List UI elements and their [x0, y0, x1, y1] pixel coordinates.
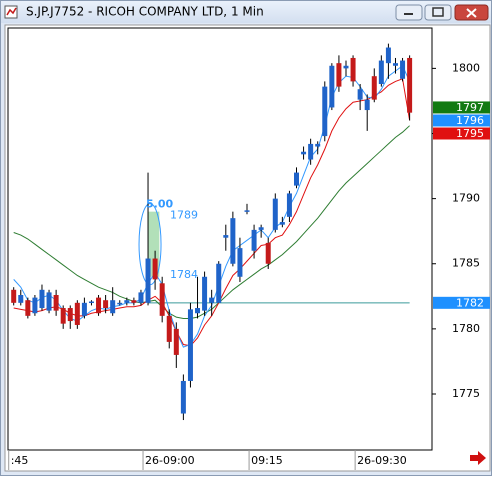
candle-body — [195, 308, 201, 314]
close-button[interactable] — [454, 4, 489, 21]
candle-body — [18, 295, 24, 303]
candle-body — [46, 292, 52, 311]
candle-body — [357, 89, 363, 100]
candle-body — [385, 47, 391, 64]
candle-body — [180, 380, 186, 414]
candle-body — [60, 308, 66, 324]
price-badge-label: 1796 — [456, 114, 484, 127]
candle-body — [265, 242, 271, 264]
minimize-button[interactable] — [395, 4, 423, 21]
candle-body — [378, 60, 384, 85]
candle-body — [223, 235, 229, 238]
candle-body — [96, 297, 102, 314]
measure-value: 5.00 — [146, 198, 173, 211]
x-tick-label: :45 — [11, 454, 29, 467]
candle-body — [336, 63, 342, 87]
price-badge — [433, 114, 490, 127]
candle-body — [166, 315, 172, 342]
maximize-button[interactable] — [424, 4, 452, 21]
candle-body — [152, 258, 158, 280]
candle-body — [117, 302, 123, 305]
measure-low-label: 1784 — [170, 268, 198, 281]
candle-body — [173, 328, 179, 355]
candle-body — [138, 292, 144, 303]
candle-body — [272, 198, 278, 230]
candle-body — [294, 172, 299, 186]
candle-body — [329, 65, 335, 108]
price-badge — [433, 296, 490, 309]
candle-body — [131, 300, 137, 303]
candle-body — [74, 302, 80, 325]
candle-body — [145, 258, 151, 303]
x-tick-label: 26-09:00 — [145, 454, 195, 467]
candle-body — [124, 300, 130, 303]
candle-body — [251, 229, 257, 251]
candle-body — [202, 276, 208, 311]
candle-body — [392, 63, 398, 66]
candle-body — [209, 297, 215, 303]
candle-body — [88, 301, 94, 304]
price-badge — [433, 127, 490, 140]
measure-high-label: 1789 — [170, 209, 198, 222]
candle-body — [315, 143, 321, 147]
candle-body — [286, 193, 292, 217]
candle-body — [407, 57, 413, 113]
candle-body — [81, 302, 87, 316]
scroll-arrow[interactable] — [470, 451, 486, 465]
candle-body — [343, 65, 349, 69]
candle-body — [237, 248, 243, 277]
y-tick-label: 1790 — [452, 192, 480, 205]
plot-area — [7, 27, 433, 451]
candle-body — [39, 289, 45, 309]
y-tick-label: 1775 — [452, 387, 480, 400]
candle-body — [258, 227, 264, 230]
app-icon-graph — [6, 7, 17, 16]
candle-body — [25, 300, 31, 316]
price-badge-label: 1797 — [456, 101, 484, 114]
x-tick-label: 09:15 — [251, 454, 283, 467]
candle-body — [103, 300, 109, 309]
candle-body — [216, 263, 222, 303]
price-badge-label: 1782 — [456, 296, 484, 309]
candle-body — [244, 210, 250, 212]
candle-body — [364, 99, 370, 111]
candle-body — [159, 283, 165, 316]
price-badge-label: 1795 — [456, 127, 484, 140]
candle-body — [350, 57, 356, 82]
measure-range — [148, 211, 160, 277]
candle-body — [279, 222, 285, 225]
candle-body — [230, 218, 236, 264]
y-tick-label: 1785 — [452, 257, 480, 270]
candle-body — [187, 309, 193, 381]
candle-body — [371, 76, 377, 100]
candle-body — [67, 308, 73, 322]
price-badge — [433, 101, 490, 114]
candle-body — [11, 289, 17, 303]
plot — [11, 43, 413, 421]
candle-body — [32, 297, 38, 314]
x-tick-label: 26-09:30 — [357, 454, 407, 467]
candle-body — [308, 143, 314, 160]
candle-body — [301, 151, 307, 155]
candle-body — [110, 300, 116, 314]
y-tick-label: 1800 — [452, 61, 480, 74]
candle-body — [400, 60, 406, 79]
title-bar — [1, 1, 491, 23]
window-title: S.JP.J7752 - RICOH COMPANY LTD, 1 Min — [26, 5, 264, 19]
candle-body — [322, 86, 328, 137]
y-tick-label: 1780 — [452, 322, 480, 335]
candle-body — [53, 295, 59, 311]
